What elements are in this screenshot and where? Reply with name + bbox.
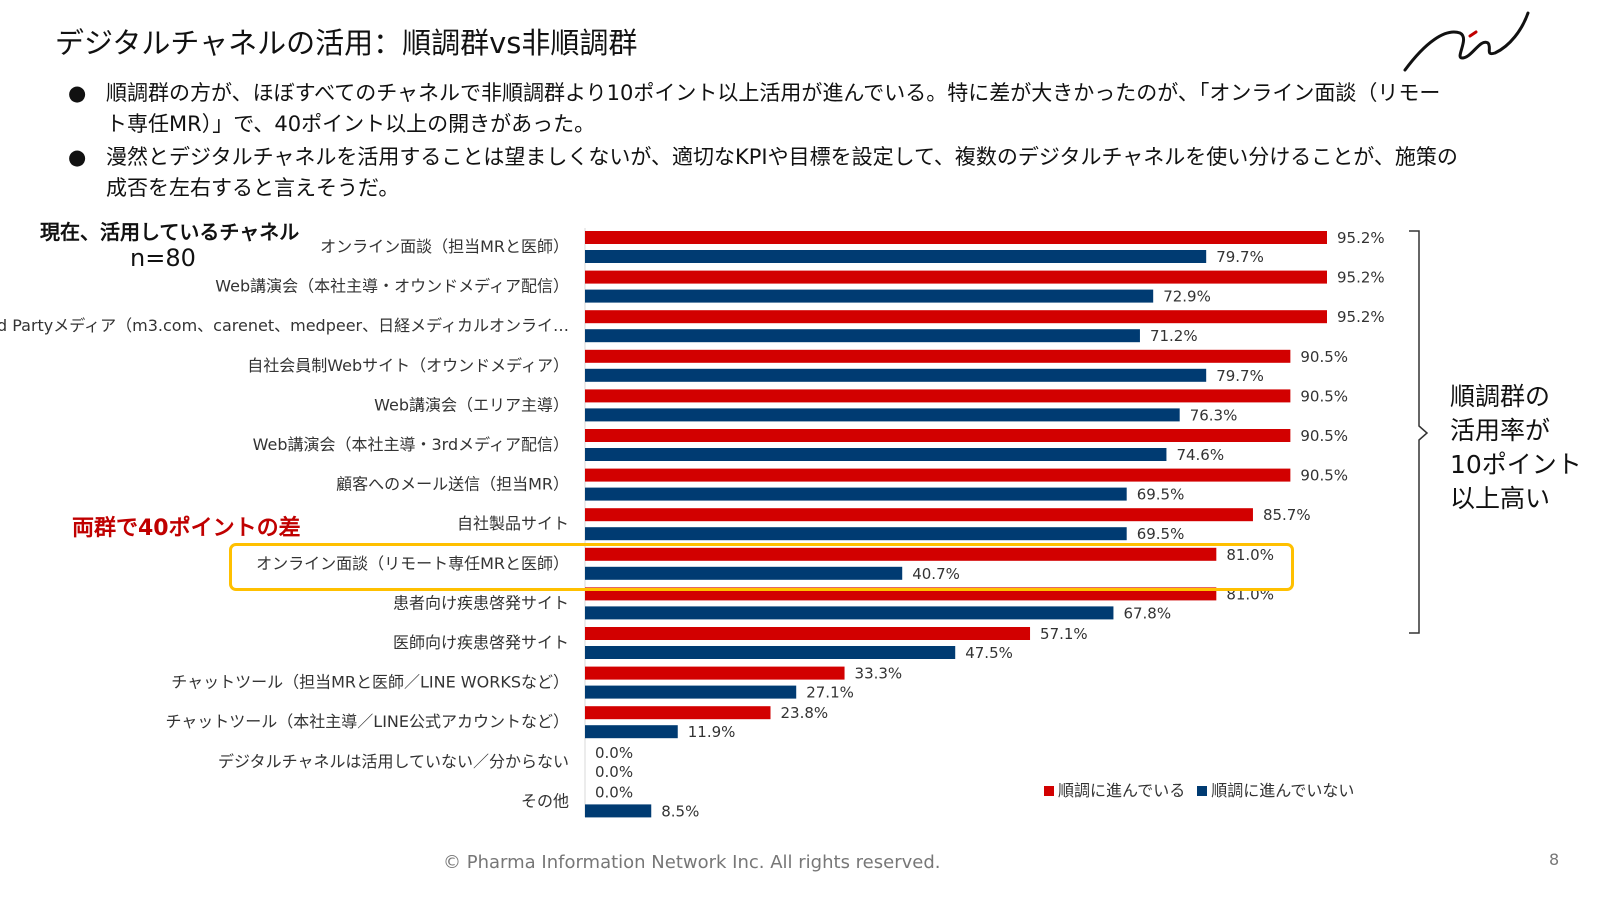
category-label: 3rd Partyメディア（m3.com、carenet、medpeer、日経メ… (0, 316, 569, 335)
bar-not-on-track (585, 448, 1167, 461)
category-label: 医師向け疾患啓発サイト (393, 633, 569, 652)
category-label: その他 (521, 791, 569, 810)
data-label: 90.5% (1300, 467, 1348, 485)
data-label: 27.1% (806, 684, 854, 702)
legend-item: 順調に進んでいない (1197, 777, 1354, 801)
data-label: 57.1% (1040, 625, 1088, 643)
copyright-footer: © Pharma Information Network Inc. All ri… (443, 852, 941, 873)
category-label: 自社会員制Webサイト（オウンドメディア） (247, 356, 569, 375)
highlight-box (229, 543, 1294, 591)
bar-on-track (585, 547, 1217, 561)
category-label: Web講演会（本社主導・3rdメディア配信） (253, 435, 569, 454)
chart-legend: 順調に進んでいる 順調に進んでいない (1044, 777, 1354, 801)
chart-heading: 現在、活用しているチャネル (40, 220, 300, 244)
data-label: 90.5% (1300, 348, 1348, 366)
bar-not-on-track (585, 250, 1207, 263)
bar-on-track (585, 627, 1031, 640)
category-label: オンライン面談（担当MRと医師） (320, 237, 569, 256)
bar-on-track (585, 508, 1253, 522)
page-title: デジタルチャネルの活用：順調群vs非順調群 (55, 26, 638, 60)
bracket-label-line: 活用率が (1450, 416, 1551, 445)
data-label: 95.2% (1337, 308, 1385, 326)
bracket-label-line: 以上高い (1450, 484, 1551, 513)
data-label: 85.7% (1263, 506, 1311, 524)
bullet-item: ● 順調群の方が、ほぼすべてのチャネルで非順調群より10ポイント以上活用が進んでい… (68, 78, 1458, 140)
category-label: Web講演会（本社主導・オウンドメディア配信） (215, 277, 569, 296)
sample-size: n=80 (130, 244, 196, 272)
bracket-label-line: 順調群の (1450, 382, 1551, 411)
data-label: 0.0% (595, 744, 633, 762)
data-label: 90.5% (1300, 387, 1348, 405)
bar-on-track (585, 706, 771, 720)
category-label: チャットツール（担当MRと医師／LINE WORKSなど） (171, 673, 569, 692)
bullet-marker: ● (68, 81, 87, 105)
data-label: 23.8% (781, 704, 829, 722)
data-label: 8.5% (661, 802, 699, 820)
legend-swatch (1197, 786, 1208, 796)
page-number: 8 (1549, 850, 1560, 869)
category-label: Web講演会（エリア主導） (374, 395, 569, 414)
data-label: 76.3% (1190, 406, 1238, 424)
data-label: 0.0% (595, 763, 633, 781)
bullet-text: 順調群の方が、ほぼすべてのチャネルで非順調群より10ポイント以上活用が進んでいる… (106, 81, 1441, 136)
data-label: 67.8% (1123, 604, 1171, 622)
bar-not-on-track (585, 566, 903, 580)
data-label: 11.9% (688, 723, 736, 741)
data-label: 95.2% (1337, 229, 1385, 247)
data-label: 69.5% (1137, 525, 1185, 543)
data-label: 0.0% (595, 783, 633, 801)
bar-on-track (585, 429, 1291, 442)
bar-not-on-track (585, 289, 1154, 303)
legend-label: 順調に進んでいる (1058, 781, 1186, 800)
signature-logo (1403, 11, 1530, 72)
bar-on-track (585, 231, 1327, 244)
data-label: 33.3% (855, 665, 903, 683)
legend-item: 順調に進んでいる (1044, 777, 1185, 801)
data-label: 71.2% (1150, 327, 1198, 345)
bar-not-on-track (585, 804, 652, 818)
data-label: 72.9% (1163, 288, 1211, 306)
data-label: 47.5% (965, 644, 1013, 662)
bullet-text: 漫然とデジタルチャネルを活用することは望ましくないが、適切なKPIや目標を設定し… (106, 145, 1458, 200)
category-label: デジタルチャネルは活用していない／分からない (218, 752, 569, 771)
data-label: 90.5% (1300, 427, 1348, 445)
bar-not-on-track (585, 685, 797, 699)
legend-label: 順調に進んでいない (1211, 781, 1355, 800)
bar-not-on-track (585, 646, 956, 659)
bar-on-track (585, 666, 845, 680)
bar-on-track (585, 310, 1327, 324)
bracket-icon (1409, 230, 1429, 634)
bullet-item: ● 漫然とデジタルチャネルを活用することは望ましくないが、適切なKPIや目標を設定… (68, 142, 1458, 204)
data-label: 40.7% (912, 565, 960, 583)
data-label: 95.2% (1337, 269, 1385, 287)
bullet-marker: ● (68, 145, 87, 169)
legend-swatch (1044, 786, 1054, 796)
data-label: 79.7% (1216, 367, 1264, 385)
bracket-label: 順調群の 活用率が 10ポイント 以上高い (1450, 380, 1582, 516)
bar-on-track (585, 389, 1291, 403)
bar-not-on-track (585, 487, 1127, 501)
data-label: 81.0% (1226, 546, 1274, 564)
gap-annotation: 両群で40ポイントの差 (72, 516, 301, 541)
bar-not-on-track (585, 329, 1140, 343)
category-label: 自社製品サイト (457, 514, 569, 533)
bar-not-on-track (585, 606, 1114, 620)
bar-on-track (585, 270, 1327, 284)
category-label: 患者向け疾患啓発サイト (393, 593, 569, 612)
category-label: オンライン面談（リモート専任MRと医師） (256, 554, 569, 573)
bar-not-on-track (585, 527, 1127, 541)
bar-not-on-track (585, 725, 678, 739)
bar-on-track (585, 468, 1291, 482)
category-label: 顧客へのメール送信（担当MR） (336, 475, 569, 494)
data-label: 69.5% (1137, 486, 1185, 504)
category-label: チャットツール（本社主導／LINE公式アカウントなど） (165, 712, 569, 731)
bar-not-on-track (585, 368, 1207, 382)
bullet-list: ● 順調群の方が、ほぼすべてのチャネルで非順調群より10ポイント以上活用が進んでい… (68, 78, 1458, 206)
bar-on-track (585, 349, 1291, 363)
data-label: 74.6% (1176, 446, 1224, 464)
bar-not-on-track (585, 408, 1180, 422)
bracket-label-line: 10ポイント (1450, 450, 1582, 479)
data-label: 79.7% (1216, 248, 1264, 266)
